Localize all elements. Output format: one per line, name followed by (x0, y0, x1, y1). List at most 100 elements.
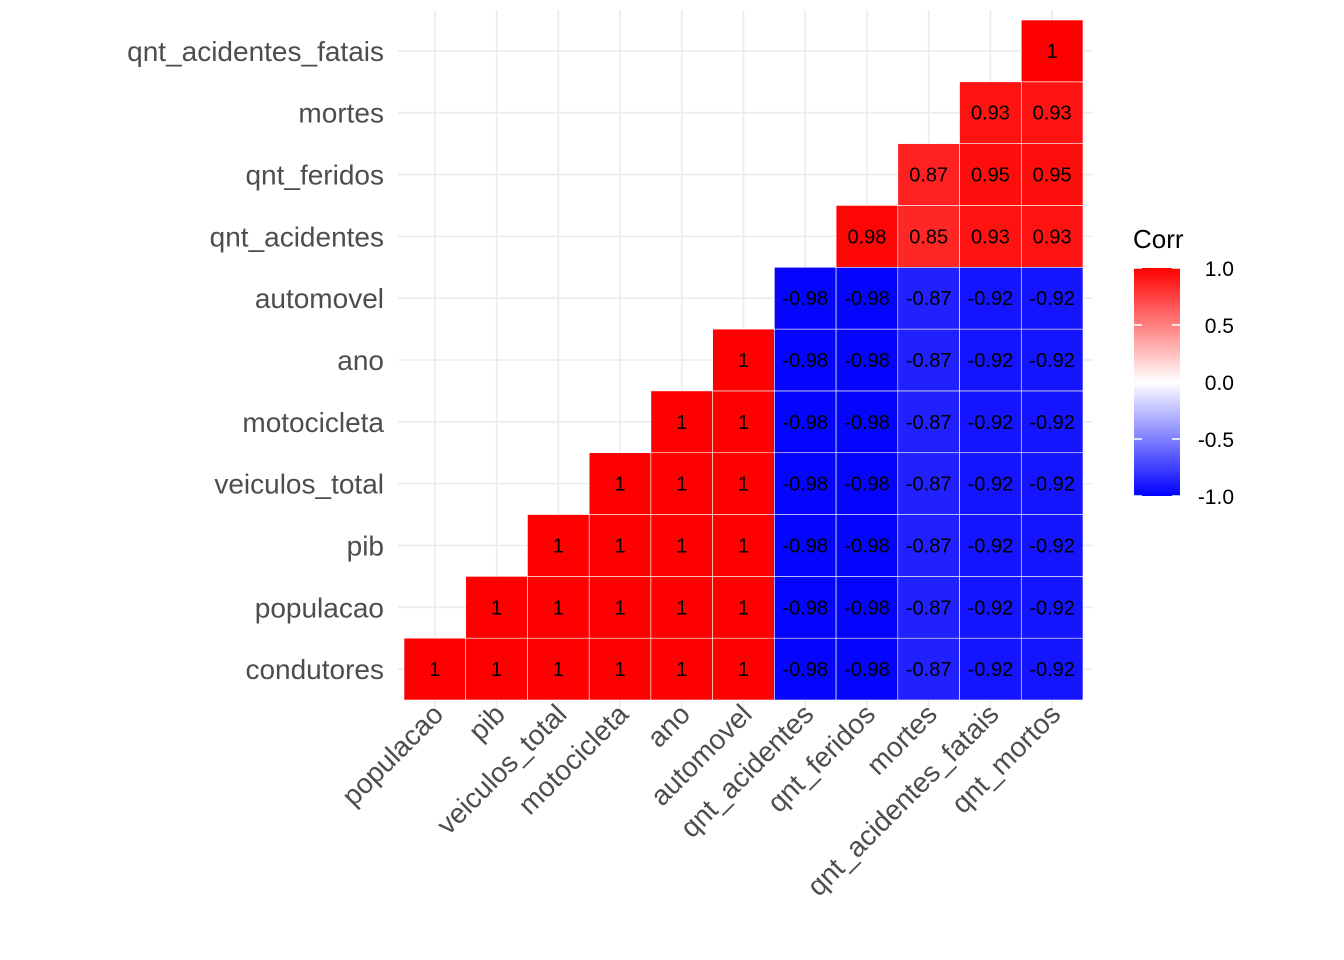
color-legend: Corr 1.0 0.5 0.0 -0.5 -1.0 (1133, 224, 1234, 509)
heatmap-cell (1020, 81, 1084, 144)
cell-value-label: 1 (491, 597, 502, 619)
cell-value-label: -0.92 (1029, 659, 1075, 681)
cell-value-label: -0.92 (968, 474, 1014, 496)
cell-value-label: -0.98 (782, 474, 828, 496)
heatmap-cell (1020, 390, 1084, 454)
heatmap-cell (712, 576, 775, 639)
y-axis-labels: condutores populacao pib veiculos_total moto… (127, 36, 384, 685)
y-axis-tick-label: condutores (245, 654, 384, 685)
cell-value-label: -0.98 (782, 412, 828, 434)
cell-value-label: -0.98 (844, 412, 890, 434)
heatmap-cell (527, 576, 590, 639)
y-axis-tick-label: mortes (298, 98, 384, 129)
cell-value-label: 1 (553, 659, 564, 681)
cell-value-label: 1 (738, 659, 749, 681)
cell-value-label: -0.98 (782, 535, 828, 557)
x-axis-tick-label: pib (462, 698, 510, 746)
cell-value-label: -0.98 (844, 535, 890, 557)
heatmap-cell (588, 452, 652, 515)
cell-value-label: 1 (429, 659, 440, 681)
heatmap-cell (959, 452, 1022, 515)
y-axis-tick-label: pib (347, 530, 384, 561)
cell-value-label: 0.98 (847, 226, 886, 248)
heatmap-cell (1020, 328, 1084, 392)
y-axis-tick-label: motocicleta (242, 407, 384, 438)
cell-value-label: -0.98 (782, 597, 828, 619)
cell-value-label: 1 (676, 474, 687, 496)
heatmap-cell (1020, 637, 1084, 701)
heatmap-cell (959, 637, 1022, 701)
heatmap-cell (959, 143, 1022, 206)
cell-value-label: -0.92 (1029, 288, 1075, 310)
y-axis-tick-label: populacao (255, 592, 384, 623)
heatmap-cell (527, 514, 590, 577)
cell-value-label: 0.93 (971, 226, 1010, 248)
heatmap-cell (959, 390, 1022, 454)
heatmap-cell (959, 205, 1022, 268)
cell-value-label: -0.87 (906, 288, 952, 310)
cell-value-label: -0.98 (844, 288, 890, 310)
cell-value-label: 0.95 (971, 165, 1010, 187)
heatmap-cell (712, 390, 775, 454)
cell-value-label: 0.93 (1033, 103, 1072, 125)
heatmap-cell (712, 514, 775, 577)
heatmap-cell (835, 576, 899, 639)
heatmap-cell (897, 576, 960, 639)
cell-value-label: -0.87 (906, 350, 952, 372)
cell-value-label: 1 (676, 535, 687, 557)
cell-value-label: 1 (738, 412, 749, 434)
y-axis-tick-label: ano (337, 345, 384, 376)
cell-value-label: -0.98 (782, 288, 828, 310)
heatmap-cell (650, 576, 713, 639)
legend-tick-label: 0.5 (1205, 315, 1234, 338)
cell-value-label: -0.92 (968, 288, 1014, 310)
cell-value-label: 1 (738, 535, 749, 557)
cell-value-label: 0.93 (1033, 226, 1072, 248)
cell-value-label: 1 (1047, 41, 1058, 63)
cell-value-label: -0.92 (1029, 535, 1075, 557)
cell-value-label: -0.87 (906, 535, 952, 557)
heatmap-cells (403, 19, 1084, 701)
heatmap-cell (650, 390, 713, 454)
cell-value-label: -0.87 (906, 412, 952, 434)
heatmap-cell (959, 576, 1022, 639)
cell-value-label: 0.93 (971, 103, 1010, 125)
heatmap-cell (650, 452, 713, 515)
cell-value-label: 1 (676, 597, 687, 619)
cell-value-label: -0.92 (1029, 474, 1075, 496)
heatmap-cell (527, 637, 590, 701)
heatmap-cell (465, 576, 528, 639)
heatmap-cell (897, 390, 960, 454)
cell-value-label: 1 (553, 535, 564, 557)
heatmap-cell (897, 328, 960, 392)
heatmap-cell (774, 390, 837, 454)
cell-value-labels: 1 1 1 1 1 1 -0.98 -0.98 -0.87 -0.92 -0.92 1 1 1 1 1 -0.9… (429, 41, 1075, 681)
cell-value-label: 1 (553, 597, 564, 619)
legend-title: Corr (1133, 224, 1184, 254)
y-axis-tick-label: automovel (255, 283, 384, 314)
cell-value-label: 0.95 (1033, 165, 1072, 187)
legend-ticks: 1.0 0.5 0.0 -0.5 -1.0 (1134, 258, 1234, 509)
cell-value-label: 1 (676, 412, 687, 434)
heatmap-cell (835, 205, 899, 268)
cell-value-label: -0.98 (844, 350, 890, 372)
heatmap-cell (1020, 19, 1084, 83)
heatmap-cell (650, 514, 713, 577)
cell-value-label: 1 (614, 659, 625, 681)
cell-value-label: -0.98 (844, 597, 890, 619)
heatmap-cell (835, 452, 899, 515)
heatmap-cell (465, 637, 528, 701)
cell-value-label: -0.98 (782, 350, 828, 372)
heatmap-cell (650, 637, 713, 701)
heatmap-cell (1020, 576, 1084, 639)
heatmap-cell (959, 81, 1022, 144)
heatmap-cell (712, 637, 775, 701)
cell-value-label: -0.98 (844, 659, 890, 681)
cell-value-label: 1 (614, 535, 625, 557)
heatmap-cell (1020, 514, 1084, 577)
cell-value-label: 1 (676, 659, 687, 681)
x-axis-tick-label: populacao (336, 698, 449, 811)
